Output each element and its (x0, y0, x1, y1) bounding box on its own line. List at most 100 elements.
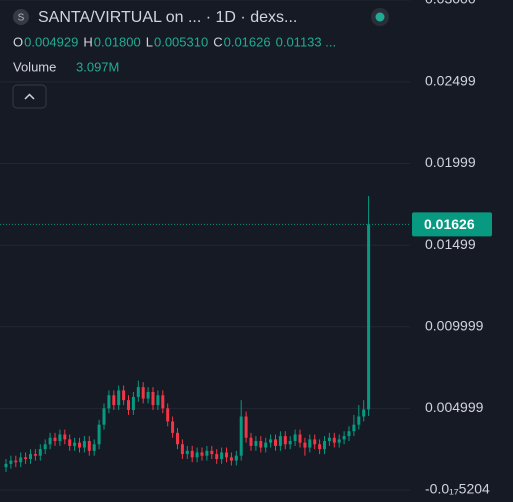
plot-area: 0.03000 0.02499 0.01999 0.01499 0.009999 0.00… (0, 0, 492, 497)
candle-body (68, 439, 72, 446)
candle-body (102, 408, 106, 425)
symbol-title[interactable]: SANTA/VIRTUAL on ... · 1D · dexs... (38, 9, 297, 26)
candle-body (244, 416, 248, 438)
candle-body (347, 431, 351, 437)
candle-body (234, 455, 238, 461)
candle-body (327, 437, 331, 442)
volume-value: 3.097M (76, 59, 119, 74)
candle-body (229, 457, 233, 461)
candle-body (269, 439, 273, 443)
candle-body (33, 454, 37, 456)
candle-body (367, 224, 371, 410)
candle-body (127, 400, 130, 410)
candle-body (337, 439, 341, 443)
candle-body (38, 449, 42, 456)
status-dot (375, 12, 385, 22)
candle-body (264, 442, 268, 448)
candle-body (274, 439, 277, 446)
y-tick-label: 0.004999 (425, 399, 484, 415)
candle-body (92, 444, 96, 451)
ohlc-value: 0.01626 (224, 34, 271, 49)
candle-body (215, 454, 219, 459)
candle-body (220, 452, 224, 459)
candle-body (210, 450, 214, 455)
candle-body (180, 444, 184, 455)
candle-body (249, 437, 253, 446)
candle-body (156, 395, 160, 406)
candle-body (313, 439, 317, 445)
candle-body (14, 460, 18, 463)
last-price-box (412, 212, 492, 237)
candle-body (332, 437, 336, 443)
candle-body (342, 436, 346, 440)
candle-body (254, 441, 258, 446)
symbol-icon (13, 9, 29, 25)
last-price-label: 0.01626 (424, 216, 475, 232)
ohlc-value: 0.004929 (24, 34, 78, 49)
candle-body (278, 436, 282, 446)
candle-body (357, 416, 361, 425)
ohlc-value: 0.01800 (94, 34, 141, 49)
candle-body (323, 441, 326, 450)
candle-body (185, 450, 189, 455)
candle-body (122, 390, 126, 401)
candle-body (29, 454, 32, 459)
candle-body (131, 396, 135, 410)
candle-body (146, 392, 150, 399)
candle-body (53, 437, 57, 442)
candle-body (43, 444, 47, 450)
candle-body (239, 416, 243, 456)
y-tick-label: -0.0₁₇5204 (425, 481, 490, 497)
candle-body (87, 441, 91, 451)
chevron-icon (24, 93, 35, 100)
candle-body (176, 432, 179, 445)
candle-body (293, 434, 297, 442)
ohlc-key: C (213, 34, 222, 49)
candle-body (9, 460, 13, 464)
candle-body (24, 457, 28, 459)
candle-body (225, 452, 228, 458)
candle-body (205, 450, 209, 456)
candle-body (259, 441, 263, 448)
candle-body (303, 442, 307, 448)
candle-body (58, 434, 62, 442)
y-tick-label: 0.01999 (425, 154, 476, 170)
candle-body (82, 441, 86, 448)
candle-body (171, 421, 175, 433)
candle-body (318, 444, 322, 450)
candle-body (283, 436, 287, 445)
candle-body (151, 392, 155, 406)
change-value: 0.01133 ... (276, 34, 336, 49)
ohlc-value: 0.005310 (154, 34, 208, 49)
candle-body (48, 437, 52, 445)
candle-body (97, 424, 101, 445)
ohlc-key: H (83, 34, 92, 49)
candle-body (19, 457, 23, 463)
candle-body (195, 452, 199, 458)
symbol-icon-letter: S (18, 13, 25, 24)
y-tick-label: 0.01499 (425, 236, 476, 252)
candle-body (298, 434, 302, 443)
candle-body (161, 395, 165, 409)
volume-label: Volume (13, 59, 56, 74)
candle-body (78, 442, 81, 448)
candle-body (190, 450, 194, 458)
candle-body (107, 395, 111, 409)
y-tick-label: 0.02499 (425, 73, 476, 89)
ohlc-key: O (13, 34, 23, 49)
candle-body (136, 387, 140, 397)
candle-body (166, 408, 170, 422)
collapse-button[interactable] (12, 84, 47, 109)
candle-body (117, 390, 121, 406)
candle-body (141, 387, 145, 399)
y-tick-label: 0.03000 (425, 0, 476, 7)
candle-body (63, 434, 67, 440)
candle-body (4, 463, 8, 468)
candle-body (200, 452, 204, 456)
ohlc-row: O 0.004929 H 0.01800 L 0.005310 C 0.01626 0.0113… (13, 34, 336, 49)
ohlc-key: L (146, 34, 153, 49)
candle-body (112, 395, 116, 406)
y-tick-label: 0.009999 (425, 317, 484, 333)
